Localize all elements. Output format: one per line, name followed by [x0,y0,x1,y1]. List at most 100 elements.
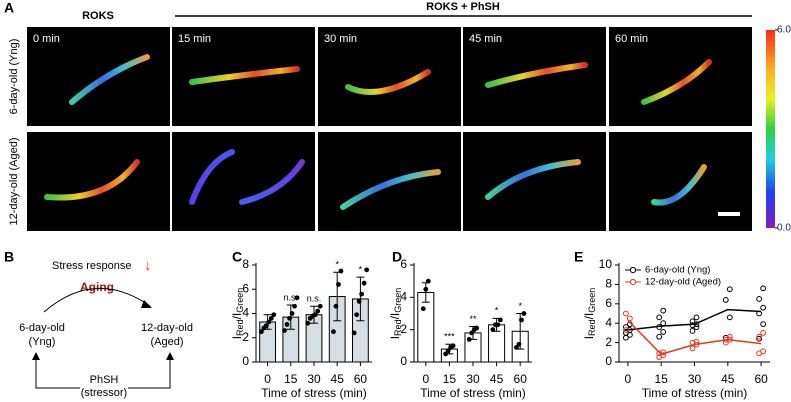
micrograph [609,27,752,126]
error-bar [356,276,365,322]
panel-label: B [4,249,14,265]
y-axis-label-part: /I [582,313,596,320]
data-point [722,339,729,346]
data-point [333,303,339,309]
data-point [626,315,633,322]
header-treated: ROKS + PhSH [426,1,500,13]
data-point [315,308,321,314]
time-label: 0 min [33,33,60,45]
y-tick-label: 0 [605,354,612,368]
data-point [266,319,272,325]
panel-b: B Stress response ↓ Aging 6-day-old (Yng… [4,249,193,399]
panel-a: A ROKS ROKS + PhSH [4,0,752,22]
colorbar-label: 0.0 [777,223,791,234]
x-tick-label: 30 [688,372,702,386]
significance: * [495,306,499,316]
data-point [760,330,767,336]
x-tick-label: 0 [625,372,632,386]
y-axis-label-part: Green [393,288,403,313]
worm [44,159,140,201]
data-point [689,318,696,325]
data-point [689,339,696,346]
y-axis-label-part: /I [388,313,402,320]
data-point [519,317,524,323]
y-axis-label: IRed/IGreen [230,288,245,340]
data-point [495,322,501,328]
data-point [336,282,341,287]
y-tick-label: 2 [605,335,612,349]
data-point [497,317,503,323]
colorbar-label: 6.0 [777,25,791,36]
data-point [756,335,763,342]
panel-label: D [392,249,402,265]
significance: *** [444,332,455,342]
data-point [450,343,456,349]
micrograph [172,132,315,231]
data-point [693,314,700,321]
y-axis-label-part: Green [235,288,245,313]
data-point [282,328,287,333]
legend-marker [629,278,637,286]
data-point [626,327,633,333]
data-point [760,285,767,292]
data-point [284,322,290,327]
data-point [622,330,629,336]
data-point [622,327,629,333]
data-point [689,345,696,352]
time-label: 15 min [178,33,211,45]
aged-text: (Aged) [150,336,183,348]
worm [651,164,707,206]
data-point [656,314,663,321]
data-point [760,348,767,355]
data-point [425,278,431,284]
micrograph [609,132,752,231]
colorbar [766,30,775,228]
data-point [466,336,472,342]
data-point [359,291,365,297]
young-text: (Yng) [29,336,56,348]
header-control: ROKS [82,10,114,22]
panel-label: C [232,249,242,265]
time-label: 30 min [324,33,357,45]
y-axis-label: IRed/IGreen [388,288,403,340]
aged-text: 12-day-old [141,322,193,334]
young-text: 6-day-old [19,322,65,334]
y-tick-label: 2 [400,322,407,336]
data-point [268,315,274,321]
micrograph [463,132,606,231]
x-tick-label: 60 [354,372,368,386]
data-point [331,329,336,335]
data-point [420,306,426,312]
data-point [726,336,733,343]
x-tick-label: 30 [466,372,480,386]
worm [641,59,712,105]
x-tick-label: 15 [284,372,298,386]
y-axis-label-part: Green [587,288,597,313]
legend-label: 12-day-old (Aged) [645,277,721,288]
aging-arrow [43,288,151,313]
y-tick-label: 2 [242,330,249,344]
panel-label: E [574,249,583,265]
panel-label: A [4,0,14,16]
worm [485,159,581,200]
significance: * [518,301,522,311]
data-point [514,345,519,350]
x-tick-label: 30 [307,372,321,386]
y-axis-label: IRed/IGreen [582,288,597,340]
down-arrow: ↓ [144,257,152,274]
row-label: 12-day-old (Aged) [8,137,20,225]
worm [189,66,300,85]
data-point [338,268,344,274]
data-point [292,303,297,309]
legend-marker [629,266,637,274]
y-axis-label-part: /I [230,313,244,320]
x-tick-label: 15 [655,372,669,386]
data-point [660,329,667,335]
x-tick-label: 60 [754,372,768,386]
data-point [760,304,767,311]
data-point [294,295,300,301]
y-axis-label-part: Red [235,319,245,336]
data-point [364,267,370,273]
x-tick-label: 45 [331,372,345,386]
data-point [521,311,527,316]
